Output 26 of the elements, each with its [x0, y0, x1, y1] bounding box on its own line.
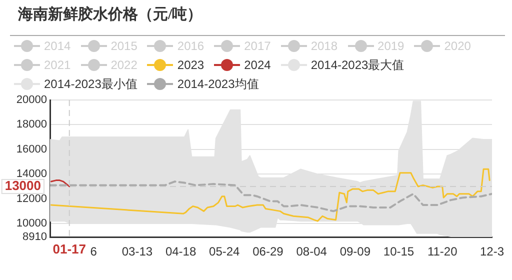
y-tick-label: 10000 [16, 218, 47, 230]
y-tick-label: 8910 [22, 231, 47, 244]
legend-label: 2024 [244, 58, 271, 72]
x-tick-label: 03-13 [122, 244, 153, 259]
x-tick-label: 09-09 [340, 244, 371, 259]
x-tick-label: 10-15 [383, 244, 414, 259]
legend-label: 2023 [177, 58, 204, 72]
y-tick-label: 16000 [16, 143, 47, 156]
chart-title: 海南新鲜胶水价格（元/吨） [18, 5, 202, 24]
legend-label: 2014-2023均值 [177, 76, 259, 92]
legend-label: 2014-2023最大值 [310, 56, 404, 74]
x-tick-label: 12-3 [480, 244, 504, 259]
y-tick-label: 12000 [16, 192, 47, 205]
ref-line-label: 13000 [4, 178, 41, 194]
y-tick-label: 14000 [16, 168, 47, 180]
line-series [50, 180, 492, 212]
ref-line-label: 01-17 [52, 242, 86, 257]
y-tick-label: 18000 [16, 118, 47, 131]
x-tick-label: 08-04 [296, 244, 328, 259]
x-tick-label: 04-18 [165, 244, 196, 259]
x-tick-label: 06-29 [252, 244, 284, 259]
x-tick-label: 6 [90, 244, 98, 259]
legend-label: 2014-2023最小值 [44, 76, 138, 92]
x-tick-label: 05-24 [209, 244, 240, 259]
y-tick-label: 20000 [16, 94, 47, 106]
x-tick-label: 11-20 [427, 244, 458, 259]
